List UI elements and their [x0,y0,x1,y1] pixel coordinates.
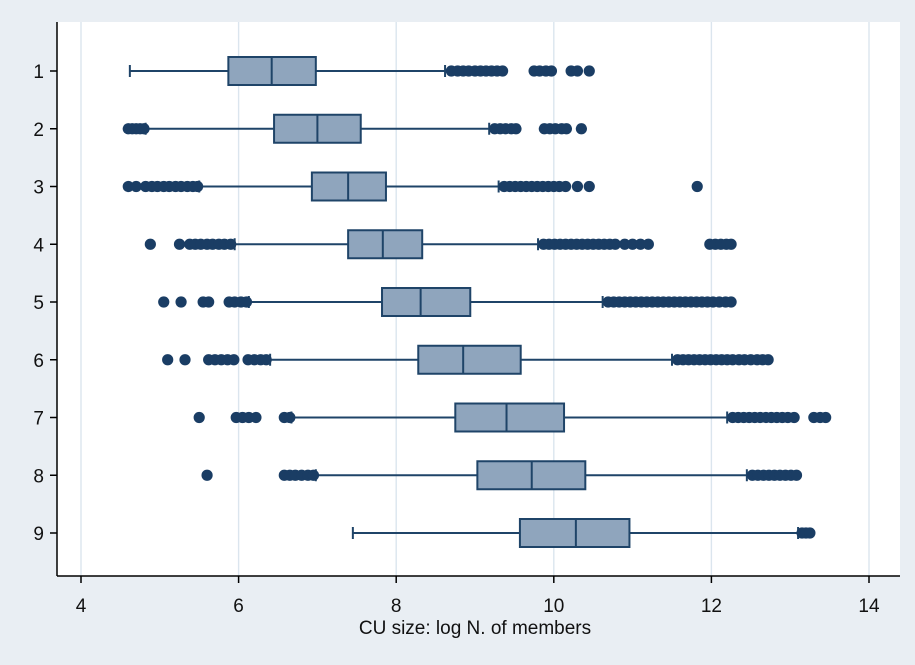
box-group-4 [144,229,737,260]
outlier-point [203,296,215,308]
box-group-5 [158,287,737,317]
y-tick-label: 3 [33,178,44,199]
box-group-2 [122,113,587,144]
iqr-box [381,287,472,317]
outlier-point [510,123,522,135]
iqr-box [347,229,424,260]
outlier-point [240,296,253,308]
outlier-point [725,238,737,250]
box-group-3 [122,171,703,202]
outlier-point [179,354,191,366]
outlier-point [201,469,213,481]
outlier-point [250,411,262,424]
outlier-point [307,469,320,481]
outlier-point [560,180,572,193]
x-tick-label: 8 [391,596,402,617]
outlier-point [162,354,174,366]
outlier-point [173,238,186,250]
outlier-point [545,65,558,77]
box-series [122,56,832,548]
iqr-box [518,518,631,548]
outlier-point [691,180,703,193]
y-tick-label: 6 [33,351,44,372]
outlier-point [193,411,205,424]
x-tick-label: 10 [543,596,564,617]
outlier-point [225,238,237,250]
outlier-point [130,180,142,193]
outlier-point [762,354,774,366]
outlier-point [788,411,800,424]
outlier-point [583,65,595,77]
outlier-point [496,65,509,77]
outlier-point [583,180,595,193]
y-tick-label: 7 [33,409,44,430]
x-axis-title: CU size: log N. of members [359,618,591,639]
outlier-point [560,123,573,135]
box-group-9 [351,518,816,548]
iqr-box [417,344,522,375]
y-tick-label: 4 [33,235,44,256]
outlier-point [122,180,134,193]
outlier-point [192,180,204,193]
y-tick-label: 5 [33,293,44,314]
outlier-point [619,238,631,250]
outlier-point [634,238,647,250]
outlier-point [571,180,584,193]
outlier-point [228,354,240,366]
x-tick-label: 4 [76,596,87,617]
iqr-box [454,402,566,433]
outlier-point [790,469,803,481]
x-tick-label: 6 [233,596,244,617]
y-tick-label: 2 [33,120,44,141]
box-group-6 [162,344,774,375]
outlier-point [725,296,737,308]
outlier-point [284,411,296,424]
outlier-point [804,527,816,539]
box-group-8 [201,460,803,491]
y-tick-label: 8 [33,466,44,487]
outlier-point [820,411,832,424]
y-tick-label: 9 [33,524,44,545]
outlier-point [158,296,170,308]
box-group-1 [128,56,595,86]
x-tick-label: 14 [858,596,880,617]
box-group-7 [193,402,832,433]
outlier-point [144,238,156,250]
y-tick-label: 1 [33,62,44,83]
outlier-point [609,238,621,250]
outlier-point [175,296,187,308]
outlier-point [575,123,587,135]
x-tick-label: 12 [701,596,722,617]
outlier-point [571,65,584,77]
outlier-point [138,123,150,135]
outlier-point [642,238,654,250]
outlier-point [260,354,272,366]
outlier-point [627,238,639,250]
